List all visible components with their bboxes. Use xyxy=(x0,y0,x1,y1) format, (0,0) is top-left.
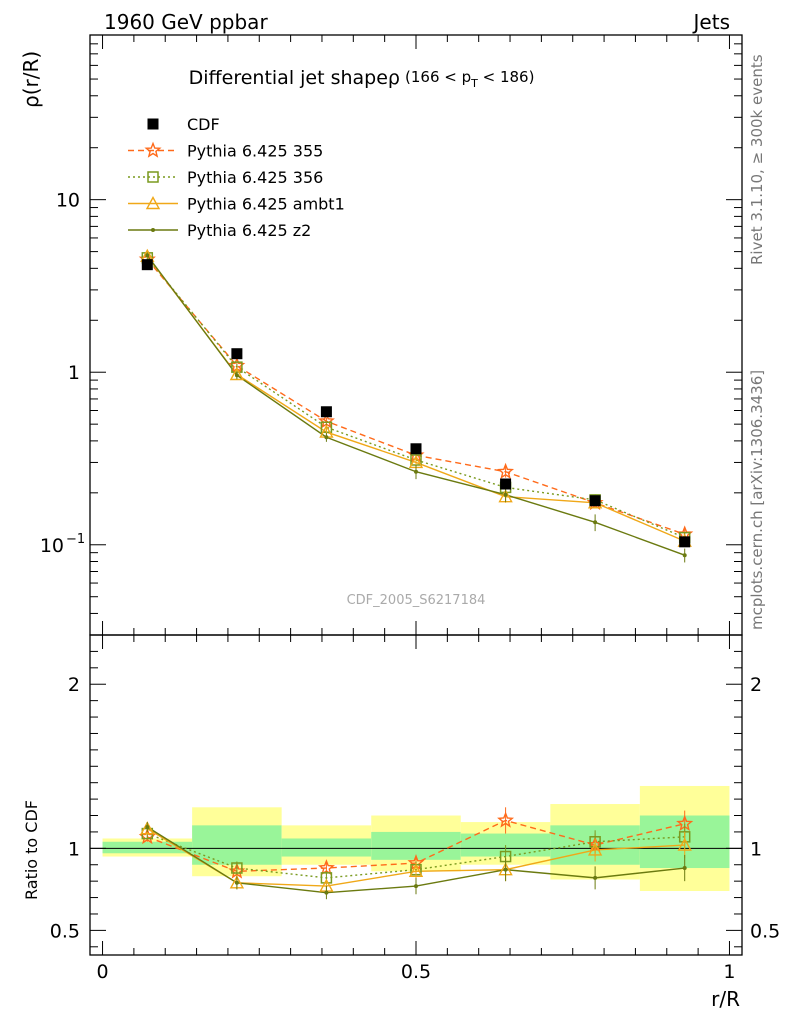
category-label: Jets xyxy=(692,10,730,34)
beam-label: 1960 GeV ppbar xyxy=(104,10,268,34)
main-point xyxy=(410,443,422,455)
x-tick-label: 0.5 xyxy=(401,961,431,983)
legend-marker xyxy=(145,196,161,210)
main-series-markers xyxy=(138,248,694,563)
source-label: mcplots.cern.ch [arXiv:1306.3436] xyxy=(748,370,766,630)
main-point xyxy=(320,406,332,418)
main-point xyxy=(414,469,418,474)
main-point xyxy=(497,462,515,480)
main-point xyxy=(145,253,150,258)
main-y-tick-label-exponent: −1 xyxy=(66,532,85,547)
ratio-panel: 2 2 1 1 0.5 0.5 0 0.5 1 Ratio to CDF r/R xyxy=(22,634,780,1011)
main-y-tick-label: 10 xyxy=(56,190,80,212)
series-line-pythia-6.425-356 xyxy=(146,257,685,539)
main-y-axis-label: ρ(r/R) xyxy=(19,51,43,108)
ratio-point xyxy=(587,842,603,856)
ratio-point xyxy=(677,837,692,851)
legend-label: Pythia 6.425 z2 xyxy=(187,221,311,240)
legend-label: CDF xyxy=(187,115,220,134)
legend-marker xyxy=(147,118,159,130)
main-point xyxy=(141,259,153,271)
ratio-band-stat xyxy=(102,841,193,854)
main-series-lines xyxy=(146,255,685,556)
chart-title-range: (166 < pT < 186) xyxy=(405,68,534,90)
ratio-band-stat xyxy=(281,838,372,857)
ratio-point xyxy=(414,884,418,889)
ratio-band-stat xyxy=(192,825,282,865)
ratio-point xyxy=(140,821,155,835)
ratio-y-tick-label-right: 2 xyxy=(750,674,762,696)
ratio-series-markers xyxy=(138,807,694,900)
main-point xyxy=(234,373,239,378)
ratio-point xyxy=(234,880,239,885)
main-point xyxy=(229,367,245,381)
ratio-y-tick-label-right: 0.5 xyxy=(750,920,780,942)
rivet-version-label: Rivet 3.1.10, ≥ 300k events xyxy=(748,54,766,265)
main-point xyxy=(682,553,687,558)
main-point xyxy=(679,536,691,548)
x-tick-label: 1 xyxy=(723,961,735,983)
ratio-axes: 2 2 1 1 0.5 0.5 0 0.5 1 xyxy=(50,634,780,983)
ratio-point xyxy=(145,825,150,829)
legend-marker xyxy=(147,171,159,183)
series-line-pythia-6.425-ambt1 xyxy=(146,255,685,542)
legend: CDF Pythia 6.425 355 Pythia 6.425 356 Pythi… xyxy=(128,115,345,240)
series-line-pythia-6.425-z2 xyxy=(146,255,685,556)
main-point xyxy=(324,435,329,440)
legend-label: Pythia 6.425 355 xyxy=(187,142,323,161)
main-y-tick-label: 10 xyxy=(40,535,64,557)
main-point xyxy=(500,478,512,490)
analysis-watermark: CDF_2005_S6217184 xyxy=(347,593,486,608)
x-tick-label: 0 xyxy=(96,961,108,983)
legend-label: Pythia 6.425 ambt1 xyxy=(187,195,345,214)
main-point xyxy=(231,348,243,360)
ratio-y-tick-label-left: 1 xyxy=(68,838,80,860)
ratio-point xyxy=(593,875,598,880)
legend-label: Pythia 6.425 356 xyxy=(187,168,323,187)
ratio-y-axis-label: Ratio to CDF xyxy=(22,800,41,900)
series-line-pythia-6.425-355 xyxy=(146,259,685,535)
x-axis-label: r/R xyxy=(711,987,740,1011)
ratio-point xyxy=(503,867,508,872)
ratio-y-tick-label-left: 0.5 xyxy=(50,920,80,942)
main-point xyxy=(503,492,508,497)
ratio-uncertainty-bands xyxy=(102,785,730,891)
ratio-point xyxy=(231,862,243,874)
ratio-point xyxy=(324,890,329,895)
main-point xyxy=(589,495,601,507)
ratio-point xyxy=(497,811,515,828)
ratio-y-tick-label-right: 1 xyxy=(750,838,762,860)
ratio-point xyxy=(408,863,424,878)
ratio-point xyxy=(317,859,335,876)
main-y-tick-label: 1 xyxy=(68,362,80,384)
legend-marker xyxy=(144,141,162,158)
main-point xyxy=(593,520,598,525)
ratio-point xyxy=(682,866,687,871)
ratio-y-tick-label-left: 2 xyxy=(68,674,80,696)
legend-marker xyxy=(151,228,155,232)
chart-title: Differential jet shapeρ xyxy=(189,67,400,89)
